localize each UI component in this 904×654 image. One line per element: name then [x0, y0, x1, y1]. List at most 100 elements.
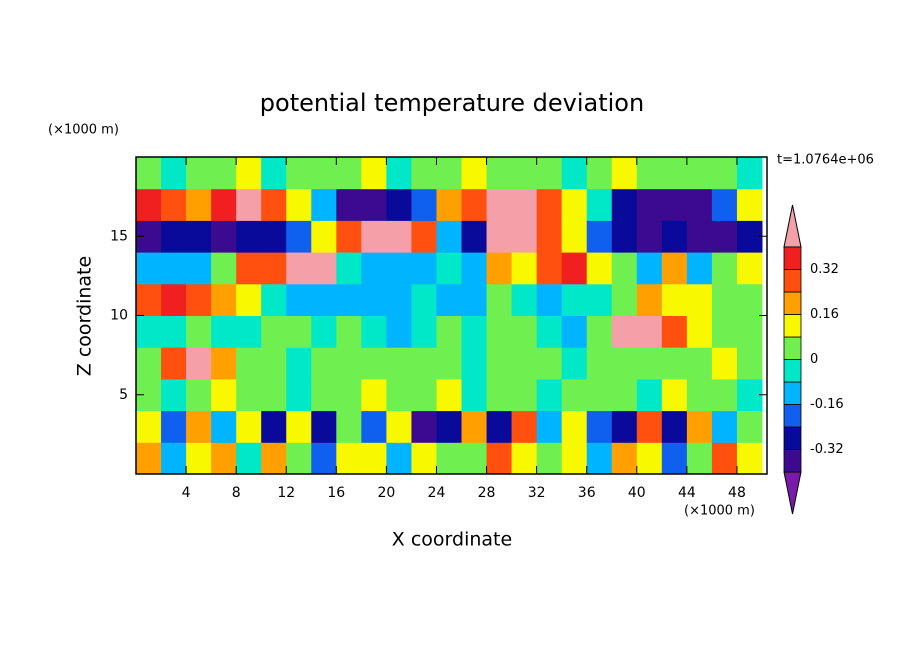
field-cell: [561, 347, 588, 380]
field-cell: [511, 410, 538, 443]
y-tick-label: 10: [110, 308, 128, 324]
field-cell: [411, 188, 437, 221]
field-cell: [511, 347, 538, 380]
field-cell: [586, 378, 613, 412]
field-cell: [686, 442, 713, 475]
field-cell: [511, 188, 538, 221]
field-cell: [436, 378, 463, 412]
field-cell: [536, 283, 563, 316]
field-cell: [636, 252, 663, 285]
field-cell: [586, 283, 613, 316]
field-cell: [386, 188, 412, 221]
field-cell: [586, 347, 613, 380]
field-cell: [161, 442, 187, 475]
field-cell: [711, 252, 738, 285]
field-cell: [211, 252, 237, 285]
field-cell: [611, 252, 638, 285]
field-cell: [536, 410, 563, 443]
field-cell: [336, 252, 362, 285]
field-cell: [236, 220, 262, 253]
colorbar-segment: [783, 426, 802, 450]
field-cell: [386, 157, 412, 190]
field-cell: [411, 378, 437, 412]
field-cell: [586, 220, 613, 253]
field-cell: [261, 442, 287, 475]
field-cell: [236, 442, 262, 475]
field-cell: [586, 188, 613, 221]
field-cell: [436, 442, 463, 475]
field-cell: [536, 347, 563, 380]
field-cell: [286, 220, 312, 253]
field-cell: [486, 188, 513, 221]
field-cell: [486, 442, 513, 475]
x-unit: (×1000 m): [684, 504, 755, 519]
field-cell: [436, 283, 463, 316]
x-tick-label: 8: [232, 485, 241, 501]
field-cell: [336, 347, 362, 380]
field-cell: [236, 283, 262, 316]
field-cell: [461, 410, 488, 443]
field-cell: [236, 378, 262, 412]
field-cell: [436, 188, 463, 221]
field-cell: [161, 283, 187, 316]
field-cell: [436, 347, 463, 380]
field-cell: [686, 283, 713, 316]
field-cell: [161, 220, 187, 253]
x-tick-label: 20: [377, 485, 395, 501]
colorbar-segment: [783, 449, 802, 473]
field-cell: [411, 252, 437, 285]
field-cell: [711, 315, 738, 348]
field-cell: [186, 347, 212, 380]
field-cell: [311, 283, 337, 316]
colorbar-tick-label: -0.16: [810, 397, 844, 412]
field-cell: [136, 283, 162, 316]
field-cell: [736, 252, 763, 285]
field-cell: [511, 283, 538, 316]
field-cell: [186, 442, 212, 475]
field-cell: [461, 157, 488, 190]
field-cell: [186, 220, 212, 253]
field-cell: [161, 378, 187, 412]
field-cell: [586, 157, 613, 190]
colorbar-segment: [783, 246, 802, 270]
field-cell: [536, 220, 563, 253]
field-cell: [336, 442, 362, 475]
field-cell: [486, 252, 513, 285]
field-cell: [361, 347, 387, 380]
field-cell: [711, 378, 738, 412]
field-cell: [661, 220, 688, 253]
field-cell: [736, 157, 763, 190]
field-cell: [686, 410, 713, 443]
field-cell: [411, 220, 437, 253]
field-cell: [736, 315, 763, 348]
field-cell: [686, 220, 713, 253]
y-tick-label: 15: [110, 228, 128, 244]
x-tick-label: 32: [528, 485, 546, 501]
field-cell: [136, 315, 162, 348]
field-cell: [636, 220, 663, 253]
field-cell: [411, 347, 437, 380]
field-cell: [661, 252, 688, 285]
field-cell: [336, 188, 362, 221]
field-cell: [211, 220, 237, 253]
field-cell: [411, 442, 437, 475]
field-cell: [211, 378, 237, 412]
field-cell: [686, 347, 713, 380]
field-cell: [211, 157, 237, 190]
field-cell: [611, 157, 638, 190]
field-cell: [636, 315, 663, 348]
field-cell: [261, 188, 287, 221]
field-cell: [311, 188, 337, 221]
field-cell: [661, 410, 688, 443]
field-cell: [411, 410, 437, 443]
field-cell: [636, 347, 663, 380]
field-cell: [711, 220, 738, 253]
colorbar-tick-label: -0.32: [810, 442, 844, 457]
x-tick-label: 12: [277, 485, 295, 501]
field-cell: [611, 410, 638, 443]
field-cell: [561, 410, 588, 443]
x-tick-label: 16: [327, 485, 345, 501]
field-cell: [311, 347, 337, 380]
colorbar-tick-label: 0.32: [810, 262, 839, 277]
